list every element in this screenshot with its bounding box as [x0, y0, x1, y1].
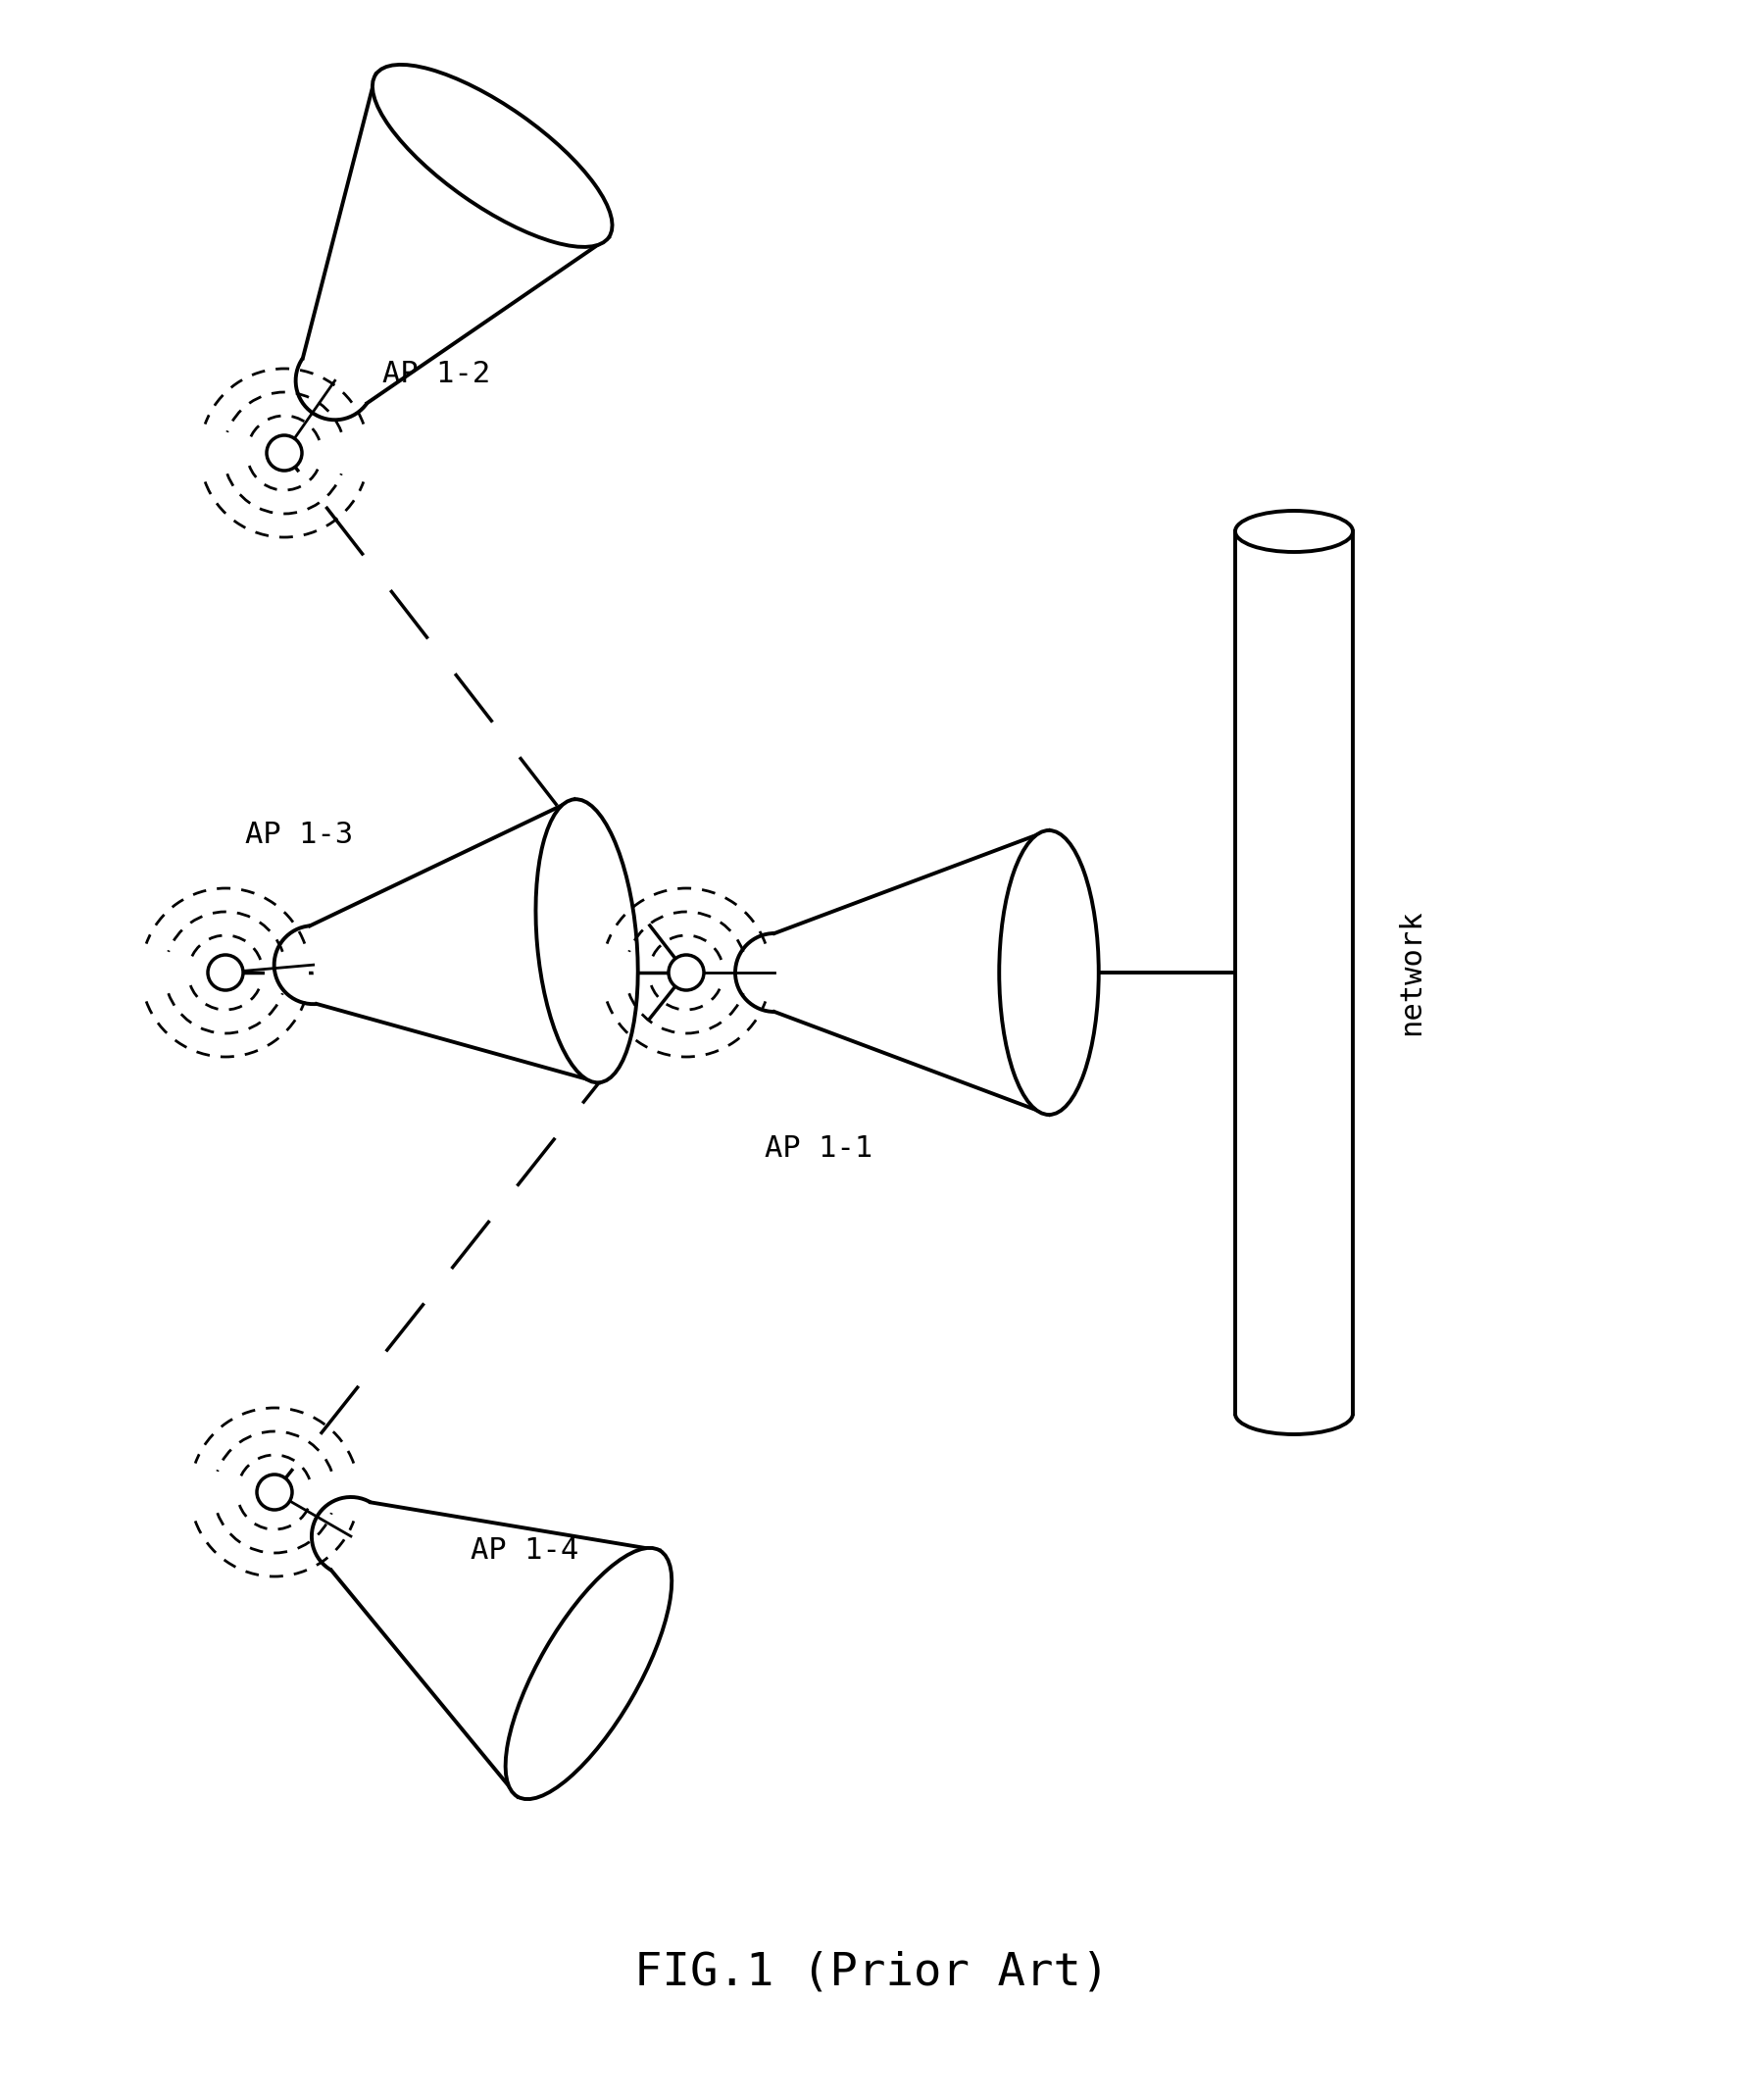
Polygon shape [331, 1502, 659, 1798]
Ellipse shape [999, 830, 1098, 1115]
Text: AP 1-3: AP 1-3 [246, 821, 354, 851]
Circle shape [267, 435, 302, 470]
Text: network: network [1398, 909, 1426, 1035]
Polygon shape [303, 74, 608, 403]
Ellipse shape [535, 800, 638, 1084]
Polygon shape [310, 800, 600, 1082]
Text: AP 1-4: AP 1-4 [471, 1537, 579, 1564]
Text: AP 1-1: AP 1-1 [765, 1134, 873, 1163]
Circle shape [207, 956, 242, 991]
Ellipse shape [1236, 510, 1353, 552]
Bar [1236, 531, 1353, 1413]
Circle shape [669, 956, 704, 991]
Circle shape [256, 1474, 293, 1510]
Text: FIG.1 (Prior Art): FIG.1 (Prior Art) [634, 1951, 1109, 1995]
Ellipse shape [505, 1548, 671, 1800]
Ellipse shape [373, 65, 612, 248]
Polygon shape [774, 830, 1049, 1115]
Text: AP 1-2: AP 1-2 [382, 361, 490, 388]
